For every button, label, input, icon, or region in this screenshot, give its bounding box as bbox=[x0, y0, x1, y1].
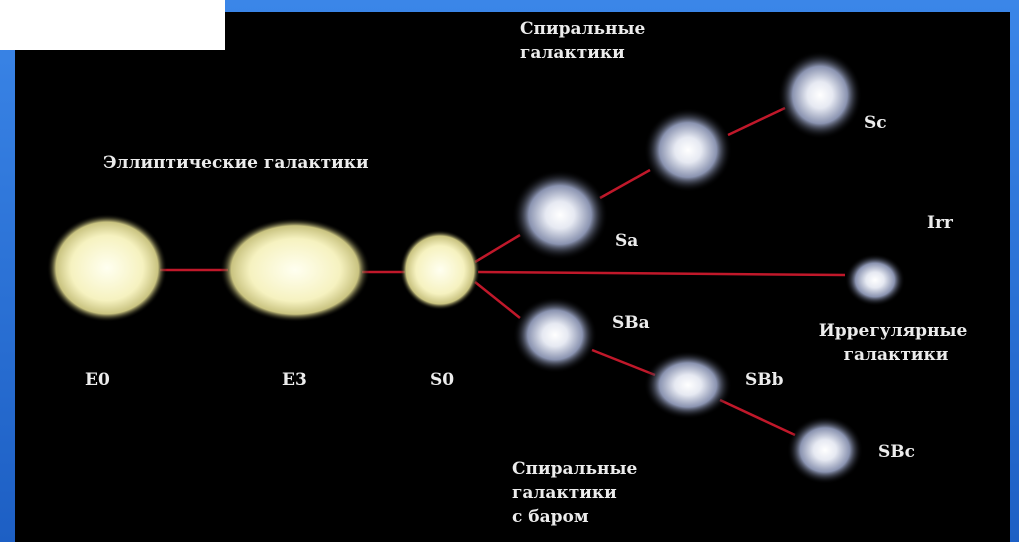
node-label: SBb bbox=[745, 370, 784, 390]
node-label: SBa bbox=[612, 313, 650, 333]
page: Спиральные галактики Эллиптические галак… bbox=[0, 0, 1019, 542]
node-label: Irr bbox=[927, 213, 954, 233]
diagram: Спиральные галактики Эллиптические галак… bbox=[0, 0, 1019, 542]
corner bbox=[0, 0, 225, 50]
node-label: Sa bbox=[615, 231, 638, 251]
text-line: Спиральные bbox=[512, 459, 637, 479]
node-label: Sc bbox=[864, 113, 887, 133]
node-label: E3 bbox=[282, 370, 307, 390]
text-line: галактики bbox=[512, 483, 617, 503]
node-label: S0 bbox=[430, 370, 454, 390]
text-line: галактики bbox=[520, 43, 625, 63]
node-label: E0 bbox=[85, 370, 110, 390]
text-line: галактики bbox=[844, 345, 949, 365]
text-line: Иррегулярные bbox=[819, 321, 968, 341]
text-line: с баром bbox=[512, 507, 589, 527]
elliptical-title: Эллиптические галактики bbox=[103, 153, 369, 173]
node-label: SBc bbox=[878, 442, 915, 462]
text-line: Спиральные bbox=[520, 19, 645, 39]
